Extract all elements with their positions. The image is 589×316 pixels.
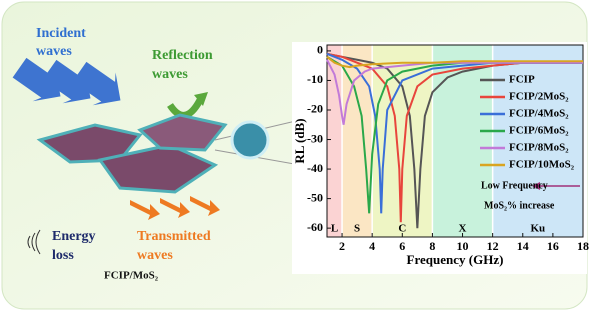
legend-label: FCIP/2MoS₂ [509,91,569,103]
label: waves [152,67,188,82]
chart: L S C X Ku 2 4 6 8 10 12 14 16 18 0 -10 -20 -30 -40 -50 -60 F… [292,43,589,267]
y-tick-label: -60 [307,220,323,234]
label: Incident [36,26,86,41]
x-tick-label: 2 [339,239,345,253]
y-tick-label: 0 [317,43,323,57]
x-tick-label: 10 [457,239,469,253]
label: Reflection [152,48,213,63]
y-tick-label: -20 [307,102,323,116]
label: loss [52,248,74,263]
band-label: S [354,223,360,235]
legend-label: FCIP/8MoS₂ [509,142,569,154]
y-tick-label: -10 [307,72,323,86]
annotation: Low Frequency [481,180,548,191]
x-tick-label: 12 [487,239,499,253]
x-axis-label: Frequency (GHz) [407,252,504,267]
legend-label: FCIP/4MoS₂ [509,108,569,120]
y-tick-label: -50 [307,190,323,204]
band-label: L [331,223,338,235]
label: Energy [52,229,96,244]
x-tick-label: 16 [547,239,559,253]
legend-label: FCIP/10MoS₂ [509,159,575,171]
label: waves [137,248,173,263]
band-label: X [459,223,467,235]
page: Incident waves Reflection waves Energy l… [0,0,589,316]
y-tick-label: -30 [307,131,323,145]
y-tick-label: -40 [307,161,323,175]
band-label: Ku [530,223,545,235]
band-label: C [398,223,406,235]
x-tick-label: 8 [429,239,435,253]
legend-label: FCIP/6MoS₂ [509,125,569,137]
label: FCIP/MoS₂ [104,270,159,282]
figure: Incident waves Reflection waves Energy l… [0,0,589,311]
label: waves [36,44,72,59]
label: Transmitted [137,229,211,244]
x-tick-label: 14 [517,239,529,253]
y-axis-label: RL (dB) [292,118,307,163]
annotation: MoS₂% increase [484,200,555,211]
x-tick-label: 6 [399,239,405,253]
x-tick-label: 4 [369,239,375,253]
legend-label: FCIP [509,74,535,86]
x-tick-label: 18 [577,239,589,253]
